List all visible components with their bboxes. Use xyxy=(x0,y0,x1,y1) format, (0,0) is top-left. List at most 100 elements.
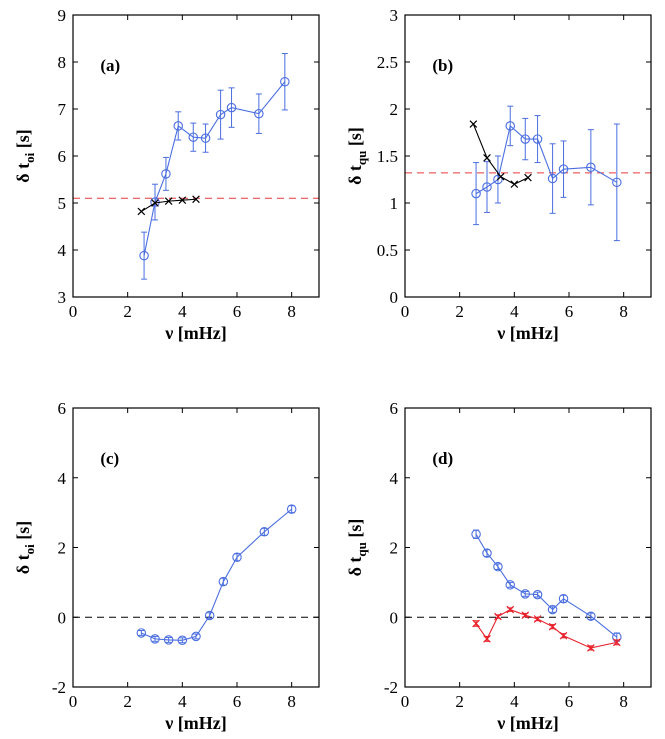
y-tick-label: 4 xyxy=(390,469,399,488)
data-point-x xyxy=(496,172,505,181)
y-tick-label: 3 xyxy=(390,6,399,25)
y-axis-label-main: δ t xyxy=(13,163,33,183)
data-point-x xyxy=(483,154,491,162)
x-tick-label: 2 xyxy=(123,302,132,321)
data-point xyxy=(586,162,596,173)
data-point xyxy=(558,594,569,604)
y-axis-label-sub: oi xyxy=(22,544,37,555)
x-tick-label: 6 xyxy=(565,692,574,711)
data-point xyxy=(612,177,622,188)
data-point xyxy=(286,504,297,514)
y-tick-label: 2 xyxy=(58,539,67,558)
data-point xyxy=(532,134,543,144)
data-point-x xyxy=(510,180,519,189)
series-line xyxy=(143,81,286,256)
y-tick-label: 3 xyxy=(58,288,67,307)
y-axis-label: δ toi [s] xyxy=(13,521,37,574)
series-model xyxy=(469,120,532,189)
data-point xyxy=(139,250,149,261)
data-point-x xyxy=(521,611,530,619)
data-point xyxy=(532,589,543,600)
data-point xyxy=(218,576,229,587)
series-difference xyxy=(136,504,297,646)
panel-b: 0 2 4 6 8 0 0.5 1 1.5 2 2.5 3 (b) ν [mHz] δ tqu [s] xyxy=(345,6,652,343)
data-point xyxy=(254,108,264,119)
data-point xyxy=(586,611,596,621)
data-point xyxy=(136,628,147,638)
y-axis-label-sub: qu xyxy=(354,151,369,165)
data-point-x xyxy=(151,199,159,207)
y-tick-label: 5 xyxy=(58,194,67,213)
y-axis-label: δ tqu [s] xyxy=(345,519,369,577)
y-tick-label: 0 xyxy=(58,608,67,627)
x-axis-label: ν [mHz] xyxy=(496,713,559,733)
y-tick-label: 2 xyxy=(390,100,399,119)
x-tick-label: 0 xyxy=(69,692,78,711)
series-line xyxy=(141,508,293,641)
y-tick-label: 7 xyxy=(58,100,67,119)
y-tick-label: 1.5 xyxy=(377,147,398,166)
data-point xyxy=(161,169,171,179)
data-point xyxy=(505,580,515,590)
panel-label: (a) xyxy=(100,56,120,75)
y-tick-label: 2 xyxy=(390,539,399,558)
y-tick-label: 0 xyxy=(390,288,399,307)
data-point xyxy=(177,635,188,646)
x-tick-label: 0 xyxy=(401,302,410,321)
data-point-x xyxy=(483,635,491,643)
panel-label: (b) xyxy=(432,56,453,75)
data-point xyxy=(188,132,199,142)
y-axis-label-unit: [s] xyxy=(345,127,365,151)
x-tick-label: 8 xyxy=(619,692,628,711)
x-tick-label: 4 xyxy=(510,692,519,711)
data-point-x xyxy=(164,197,173,205)
x-tick-label: 2 xyxy=(123,692,132,711)
data-point xyxy=(520,134,531,144)
x-tick-label: 6 xyxy=(233,692,242,711)
series-line xyxy=(475,608,617,649)
y-axis-label-unit: [s] xyxy=(13,521,33,545)
y-tick-label: 9 xyxy=(58,6,67,25)
data-point-x xyxy=(613,638,621,647)
data-point xyxy=(259,527,270,537)
series-measured xyxy=(139,53,290,280)
data-point xyxy=(505,121,515,131)
data-point-x xyxy=(524,173,532,182)
x-tick-label: 6 xyxy=(565,302,574,321)
x-tick-label: 4 xyxy=(178,692,187,711)
data-point xyxy=(163,635,174,645)
data-point-x xyxy=(494,612,502,621)
x-tick-label: 8 xyxy=(287,692,296,711)
y-tick-label: 0.5 xyxy=(377,241,398,260)
x-tick-label: 0 xyxy=(401,692,410,711)
panel-label: (c) xyxy=(100,449,119,468)
plot-frame xyxy=(404,14,652,298)
x-tick-label: 4 xyxy=(178,302,187,321)
data-point xyxy=(482,548,492,558)
data-point xyxy=(471,529,481,539)
y-axis-label-main: δ t xyxy=(345,165,365,185)
y-axis-label: δ toi [s] xyxy=(13,129,37,182)
data-point xyxy=(547,173,558,184)
y-tick-label: -2 xyxy=(384,678,398,697)
y-tick-label: 6 xyxy=(390,399,399,418)
y-tick-label: 2.5 xyxy=(377,53,398,72)
y-axis-label-unit: [s] xyxy=(345,519,365,543)
data-point xyxy=(204,610,215,621)
plot-frame xyxy=(72,14,320,298)
y-tick-label: 6 xyxy=(58,147,67,166)
series-line xyxy=(475,124,618,195)
y-tick-label: 8 xyxy=(58,53,67,72)
series-line xyxy=(472,123,529,185)
x-tick-label: 8 xyxy=(619,302,628,321)
y-axis-label-sub: qu xyxy=(354,542,369,556)
series-series-red xyxy=(472,605,621,652)
data-point xyxy=(482,182,492,192)
data-point xyxy=(493,561,503,572)
y-axis-label: δ tqu [s] xyxy=(345,127,369,185)
data-point xyxy=(520,589,531,599)
y-axis-label-main: δ t xyxy=(345,557,365,577)
